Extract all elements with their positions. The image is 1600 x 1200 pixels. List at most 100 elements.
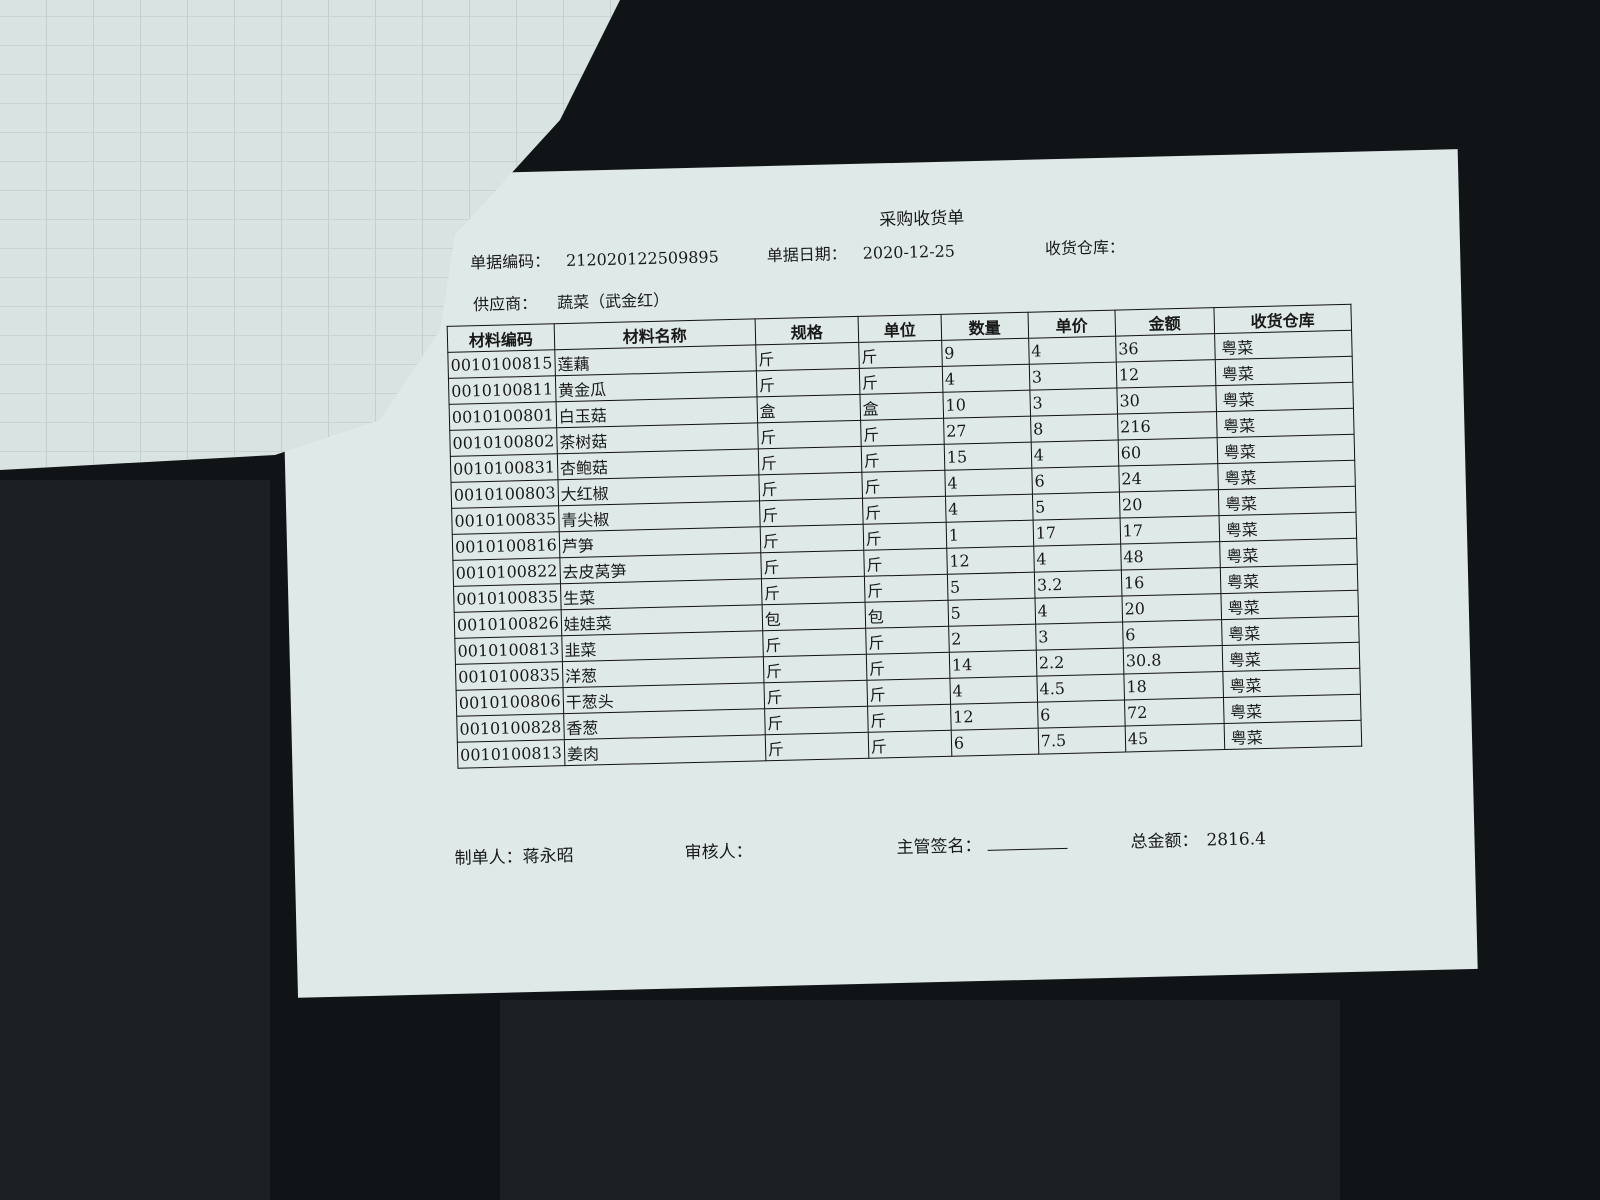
- table-cell: 粤菜: [1222, 642, 1360, 672]
- table-cell: 0010100801: [449, 401, 557, 431]
- table-cell: 斤: [866, 652, 950, 681]
- table-cell: 4: [945, 494, 1033, 523]
- column-header: 收货仓库: [1213, 304, 1352, 334]
- table-cell: 斤: [756, 368, 860, 397]
- table-cell: 粤菜: [1216, 408, 1354, 438]
- table-cell: 12: [946, 546, 1035, 575]
- table-cell: 4: [1030, 440, 1119, 469]
- footer-maker: 制单人：蒋永昭: [454, 841, 574, 869]
- table-cell: 17: [1119, 515, 1220, 545]
- table-cell: 45: [1124, 723, 1225, 752]
- table-cell: 斤: [765, 732, 869, 761]
- table-cell: 6: [1122, 619, 1223, 648]
- table-cell: 8: [1030, 414, 1118, 443]
- table-cell: 0010100811: [448, 375, 556, 405]
- desk-panel: [500, 1000, 1340, 1200]
- table-cell: 0010100803: [450, 479, 559, 509]
- table-cell: 0010100815: [447, 349, 556, 379]
- table-cell: 17: [1032, 518, 1121, 547]
- table-cell: 7.5: [1037, 725, 1126, 755]
- table-cell: 斤: [861, 444, 945, 473]
- table-cell: 4: [1028, 336, 1117, 365]
- table-cell: 粤菜: [1221, 616, 1359, 646]
- table-cell: 斤: [868, 730, 952, 759]
- table-cell: 斤: [762, 628, 867, 657]
- table-cell: 斤: [863, 548, 948, 577]
- table-cell: 60: [1117, 437, 1218, 467]
- table-cell: 24: [1118, 463, 1219, 493]
- table-cell: 斤: [758, 446, 862, 475]
- table-cell: 0010100828: [456, 713, 565, 743]
- footer-supervisor: 主管签名：: [896, 829, 1068, 858]
- signature-line: [987, 847, 1068, 851]
- supervisor-label: 主管签名：: [896, 836, 982, 859]
- supplier-row: 供应商： 蔬菜（武金红）: [473, 286, 694, 315]
- table-cell: 2.2: [1036, 647, 1124, 677]
- table-cell: 3.2: [1034, 570, 1122, 599]
- table-cell: 3: [1029, 388, 1118, 417]
- table-cell: 4: [942, 364, 1030, 393]
- table-cell: 6: [950, 728, 1039, 757]
- table-cell: 3: [1029, 362, 1117, 391]
- table-cell: 0010100835: [451, 505, 560, 535]
- doc-date-label: 单据日期：: [766, 244, 847, 266]
- table-cell: 粤菜: [1219, 538, 1358, 568]
- total-amount: 2816.4: [1206, 829, 1267, 851]
- table-cell: 30.8: [1123, 645, 1223, 674]
- table-cell: 包: [864, 600, 949, 629]
- table-cell: 斤: [866, 678, 951, 707]
- table-cell: 0010100835: [455, 661, 563, 691]
- column-header: 材料编码: [447, 323, 555, 353]
- maker-name: 蒋永昭: [522, 845, 574, 868]
- table-cell: 姜肉: [564, 734, 766, 766]
- table-cell: 2: [948, 624, 1037, 653]
- table-cell: 5: [947, 598, 1036, 627]
- table-cell: 粤菜: [1223, 694, 1361, 724]
- table-cell: 48: [1120, 541, 1221, 571]
- table-cell: 粤菜: [1218, 512, 1357, 542]
- table-cell: 粤菜: [1222, 668, 1361, 698]
- header-row: 单据编码： 212020122509895 单据日期： 2020-12-25 收货仓库：: [470, 233, 1149, 274]
- column-header: 单价: [1027, 310, 1116, 339]
- table-cell: 粤菜: [1214, 330, 1352, 360]
- table-cell: 粤菜: [1217, 460, 1356, 490]
- table-cell: 10: [942, 390, 1031, 419]
- column-header: 规格: [754, 316, 859, 345]
- table-cell: 斤: [860, 418, 945, 447]
- table-cell: 4: [1033, 544, 1122, 573]
- supplier: 蔬菜（武金红）: [556, 290, 670, 313]
- table-cell: 斤: [763, 654, 867, 683]
- table-cell: 斤: [760, 550, 865, 579]
- table-cell: 斤: [763, 680, 868, 709]
- maker-label: 制单人：: [454, 847, 523, 869]
- table-cell: 0010100835: [453, 583, 561, 613]
- table-cell: 18: [1123, 671, 1224, 700]
- table-cell: 16: [1121, 567, 1221, 597]
- warehouse-label: 收货仓库：: [1044, 237, 1126, 259]
- table-cell: 斤: [758, 472, 863, 501]
- desk-panel: [0, 480, 270, 1200]
- table-cell: 5: [1032, 492, 1120, 521]
- table-cell: 216: [1117, 411, 1217, 441]
- receipt-document: 采购收货单 单据编码： 212020122509895 单据日期： 2020-12-2…: [278, 149, 1478, 998]
- table-cell: 9: [941, 338, 1030, 367]
- table-cell: 粤菜: [1223, 720, 1362, 750]
- table-cell: 14: [949, 650, 1037, 679]
- table-cell: 斤: [759, 498, 863, 527]
- table-cell: 0010100826: [454, 609, 562, 639]
- table-cell: 12: [950, 702, 1038, 731]
- table-cell: 斤: [862, 522, 947, 551]
- table-cell: 粤菜: [1220, 564, 1358, 594]
- table-cell: 0010100822: [452, 557, 561, 587]
- table-cell: 斤: [757, 420, 862, 449]
- table-cell: 粤菜: [1216, 434, 1355, 464]
- table-cell: 斤: [764, 706, 869, 735]
- table-cell: 0010100802: [449, 427, 558, 457]
- column-header: 单位: [857, 314, 942, 343]
- column-header: 数量: [940, 312, 1029, 341]
- table-cell: 20: [1119, 489, 1219, 519]
- table-cell: 20: [1121, 593, 1222, 623]
- total-label: 总金额：: [1130, 830, 1199, 853]
- table-cell: 0010100831: [450, 453, 558, 483]
- table-cell: 6: [1031, 466, 1120, 495]
